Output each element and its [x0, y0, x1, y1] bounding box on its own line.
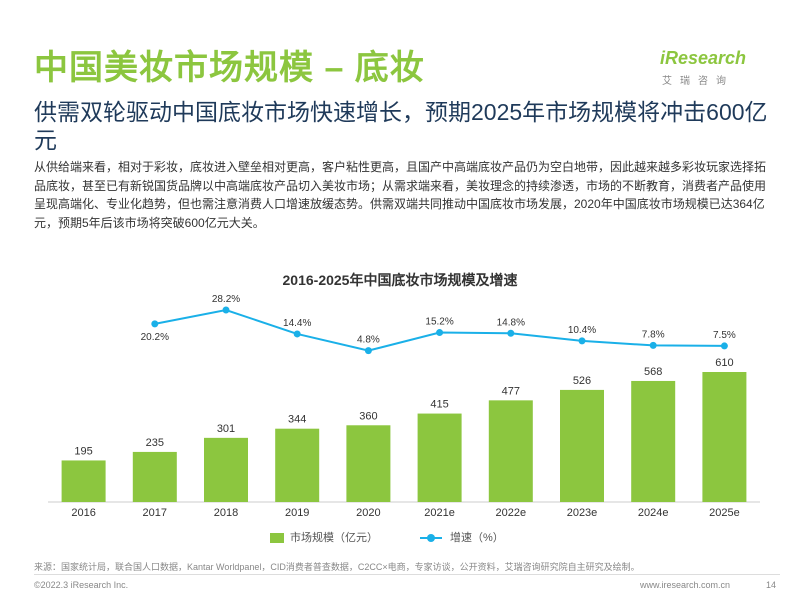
growth-point-2019 — [293, 330, 301, 338]
x-tick-label: 2016 — [71, 507, 95, 519]
growth-point-2018 — [222, 306, 230, 314]
growth-value-label: 14.8% — [497, 317, 525, 328]
growth-point-2025e — [720, 342, 728, 350]
bar-value-label: 301 — [217, 423, 235, 435]
x-tick-label: 2022e — [496, 507, 527, 519]
growth-point-2022e — [507, 329, 515, 337]
intro-paragraph: 从供给端来看，相对于彩妆，底妆进入壁垒相对更高，客户粘性更高，且国产中高端底妆产… — [34, 160, 767, 230]
legend-bar-swatch — [270, 533, 284, 543]
growth-value-label: 28.2% — [212, 294, 240, 305]
legend-line-label: 增速（%） — [450, 532, 504, 544]
bar-2016 — [61, 460, 106, 502]
iresearch-logo: iResearch 艾瑞咨询 — [660, 46, 770, 90]
bar-2017 — [132, 451, 177, 502]
legend-line-dot — [427, 534, 435, 542]
growth-point-2024e — [649, 341, 657, 349]
bar-value-label: 415 — [430, 399, 448, 411]
growth-point-2020 — [364, 347, 372, 355]
footer-divider — [34, 574, 780, 575]
bar-2023e — [560, 389, 604, 502]
source-note: 来源：国家统计局，联合国人口数据，Kantar Worldpanel，CID消费… — [34, 562, 640, 572]
growth-value-label: 7.5% — [713, 330, 736, 341]
bar-value-label: 360 — [359, 410, 377, 422]
market-chart: 195 2016 235 2017 301 2018 344 2019 360 2020 415 20… — [48, 294, 760, 519]
bar-2025e — [702, 372, 747, 502]
x-tick-label: 2024e — [638, 507, 669, 519]
growth-value-label: 20.2% — [141, 332, 169, 343]
logo-sub: 艾瑞咨询 — [662, 76, 734, 87]
x-tick-label: 2020 — [356, 507, 380, 519]
legend-bar-label: 市场规模（亿元） — [290, 532, 378, 544]
legend-item-line: 增速（%） — [420, 530, 504, 546]
bar-value-label: 195 — [74, 445, 92, 457]
bar-2018 — [204, 437, 248, 502]
x-tick-label: 2023e — [567, 507, 598, 519]
growth-value-label: 15.2% — [425, 317, 453, 328]
growth-value-label: 4.8% — [357, 335, 380, 346]
legend-item-bar: 市场规模（亿元） — [270, 530, 378, 546]
bar-2022e — [488, 400, 533, 502]
bar-2020 — [346, 425, 391, 502]
page-subtitle: 供需双轮驱动中国底妆市场快速增长，预期2025年市场规模将冲击600亿元 — [34, 99, 768, 153]
website-link[interactable]: www.iresearch.com.cn — [640, 580, 731, 590]
bar-2024e — [631, 380, 676, 502]
growth-point-2017 — [151, 320, 159, 328]
growth-value-label: 7.8% — [642, 329, 665, 340]
bar-value-label: 235 — [146, 437, 164, 449]
bar-value-label: 344 — [288, 414, 306, 426]
x-tick-label: 2019 — [285, 507, 309, 519]
growth-point-2021e — [436, 329, 444, 337]
bar-value-label: 477 — [502, 385, 520, 397]
x-tick-label: 2021e — [424, 507, 455, 519]
bar-value-label: 610 — [715, 357, 733, 369]
chart-title: 2016-2025年中国底妆市场规模及增速 — [282, 272, 518, 288]
x-tick-label: 2017 — [143, 507, 167, 519]
bar-2021e — [417, 413, 462, 502]
page-number: 14 — [766, 580, 777, 590]
logo-brand: iResearch — [660, 48, 747, 68]
bar-value-label: 568 — [644, 366, 662, 378]
bar-2019 — [275, 428, 320, 502]
page-title: 中国美妆市场规模 – 底妆 — [34, 49, 425, 87]
growth-value-label: 14.4% — [283, 318, 311, 329]
x-tick-label: 2025e — [709, 507, 740, 519]
growth-value-label: 10.4% — [568, 325, 596, 336]
x-tick-label: 2018 — [214, 507, 238, 519]
copyright: ©2022.3 iResearch Inc. — [34, 580, 129, 590]
bar-value-label: 526 — [573, 375, 591, 387]
chart-legend: 市场规模（亿元） 增速（%） — [270, 530, 570, 546]
growth-point-2023e — [578, 337, 586, 345]
